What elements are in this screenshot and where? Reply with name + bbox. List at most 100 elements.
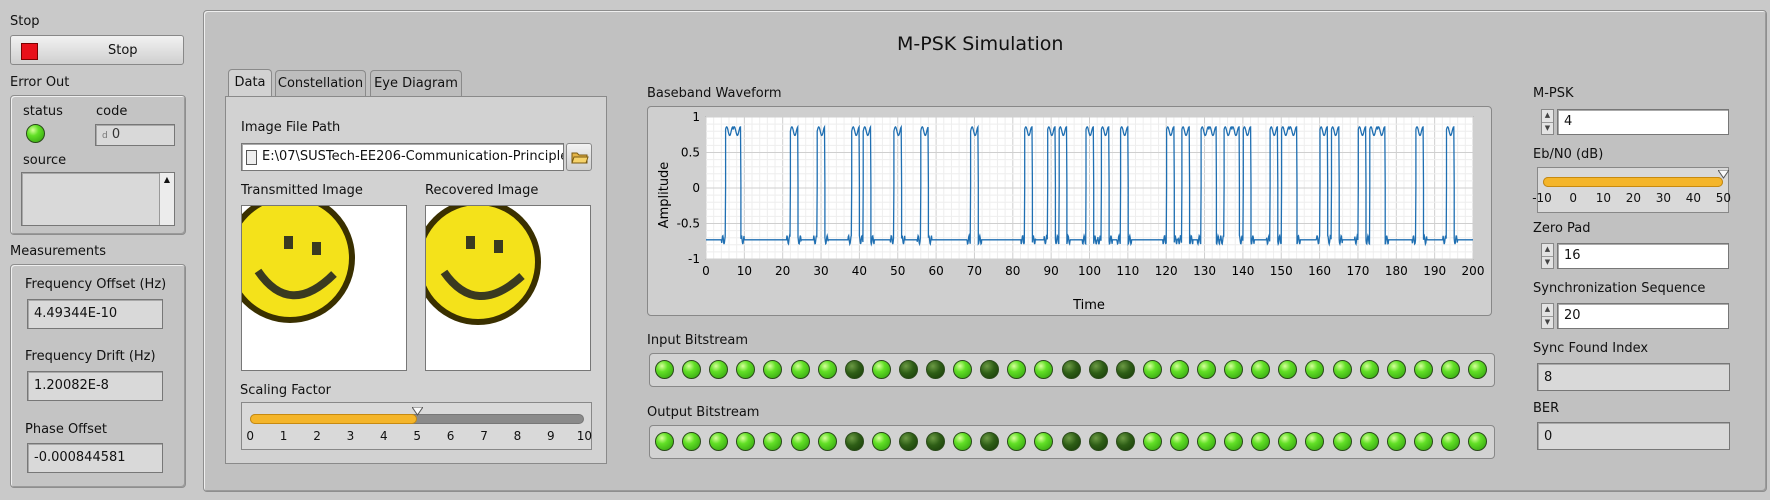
x-tick-label: 170 [1346,264,1369,278]
bit-led [1251,432,1271,451]
bit-led [1169,360,1189,379]
bit-led [1305,432,1325,451]
slider-tick-label: 20 [1625,191,1642,205]
x-tick-label: 160 [1308,264,1331,278]
recovered-smiley-icon [415,199,541,325]
image-path-input[interactable]: E:\07\SUSTech-EE206-Communication-Princi… [241,143,564,171]
ebn0-slider-fill [1543,177,1723,187]
bit-led [1468,432,1487,451]
x-tick-label: 40 [852,264,867,278]
zero-pad-label: Zero Pad [1533,221,1591,236]
waveform-series-line [706,124,1473,247]
code-label: code [96,104,128,119]
plot-grid [705,116,1474,260]
status-led [26,124,45,143]
sync-seq-input[interactable]: 20 [1557,303,1729,329]
bit-led [1007,432,1027,451]
bit-led [1305,360,1325,379]
bit-led [1440,360,1460,379]
transmitted-smiley-icon [225,193,355,323]
slider-tick-label: 5 [413,429,422,443]
ebn0-slider[interactable]: -10 0 10 20 30 40 50 [1532,167,1732,213]
browse-button[interactable] [566,143,592,171]
chart-title: Baseband Waveform [647,86,782,101]
sync-seq-stepper[interactable]: ▲ ▼ [1541,303,1554,329]
x-tick-label: 200 [1462,264,1485,278]
transmitted-image-label: Transmitted Image [241,183,363,198]
slider-tick-label: 0 [246,429,255,443]
baseband-waveform-chart: 1 0.5 0 -0.5 -1 0 10 20 30 40 50 60 70 80 90 100 110 120… [647,106,1492,316]
scaling-slider-thumb[interactable] [410,405,424,416]
decrement-arrow-icon: ▼ [1544,124,1551,132]
phase-offset-label: Phase Offset [25,422,108,437]
phase-offset-indicator: -0.000844581 [27,443,163,473]
slider-tick-label: 50 [1715,191,1732,205]
x-tick-label: 90 [1044,264,1059,278]
bit-led [1061,432,1081,451]
bit-led [1413,432,1433,451]
ebn0-slider-thumb[interactable] [1716,168,1730,179]
bit-led [682,432,702,451]
bit-led [980,432,1000,451]
bit-led [763,360,783,379]
source-label: source [23,153,67,168]
bit-led [1278,360,1298,379]
sync-found-label: Sync Found Index [1533,341,1649,356]
ber-label: BER [1533,401,1560,416]
code-radix-prefix: d [102,131,108,141]
mpsk-stepper[interactable]: ▲ ▼ [1541,109,1554,135]
sync-found-indicator: 8 [1537,363,1730,391]
source-scrollbar[interactable]: ▲ [159,173,174,225]
bit-led [1386,432,1406,451]
scaling-slider-fill [250,414,417,424]
scaling-factor-slider[interactable]: 0 1 2 3 4 5 6 7 8 9 10 [241,402,592,450]
stop-icon [21,43,38,60]
folder-icon [571,152,589,164]
y-tick-label: -1 [688,252,700,266]
slider-tick-label: 4 [380,429,388,443]
bit-led [1224,432,1244,451]
bit-led [953,360,973,379]
slider-tick-label: 1 [279,429,288,443]
bit-led [953,432,973,451]
bit-led [1197,432,1216,451]
error-out-cluster: status code d 0 source ▲ [10,95,186,235]
image-path-label: Image File Path [241,120,341,135]
y-tick-label: 1 [692,110,700,124]
zero-pad-input[interactable]: 16 [1557,243,1729,269]
error-out-label: Error Out [10,75,70,90]
bit-led [1332,360,1352,379]
bit-led [1224,360,1244,379]
tab-constellation[interactable]: Constellation [275,70,366,96]
tab-eye-diagram[interactable]: Eye Diagram [370,70,462,96]
x-tick-label: 110 [1116,264,1139,278]
source-indicator: ▲ [21,172,175,226]
slider-tick-label: 9 [547,429,555,443]
decrement-arrow-icon: ▼ [1544,318,1551,326]
bit-led [709,360,729,379]
bit-led [980,360,1000,379]
scroll-up-icon[interactable]: ▲ [163,175,171,184]
mpsk-input[interactable]: 4 [1557,109,1729,135]
bit-led [871,432,891,451]
bit-led [655,360,674,379]
x-tick-label: 130 [1193,264,1216,278]
bit-led [1197,360,1216,379]
x-tick-label: 60 [928,264,943,278]
slider-tick-label: 40 [1685,191,1702,205]
slider-tick-label: 30 [1655,191,1672,205]
status-label: status [23,104,63,119]
y-tick-labels: 1 0.5 0 -0.5 -1 [677,110,700,266]
x-tick-label: 80 [1005,264,1020,278]
page-title: M-PSK Simulation [897,33,1064,55]
x-tick-label: 140 [1231,264,1254,278]
tab-data[interactable]: Data [228,69,272,97]
stop-button[interactable]: Stop [10,35,184,65]
recovered-image-label: Recovered Image [425,183,539,198]
stop-label: Stop [10,14,40,29]
slider-tick-label: 10 [1595,191,1612,205]
scaling-factor-label: Scaling Factor [240,383,332,398]
freq-offset-indicator: 4.49344E-10 [27,299,163,329]
decrement-arrow-icon: ▼ [1544,258,1551,266]
zero-pad-stepper[interactable]: ▲ ▼ [1541,243,1554,269]
